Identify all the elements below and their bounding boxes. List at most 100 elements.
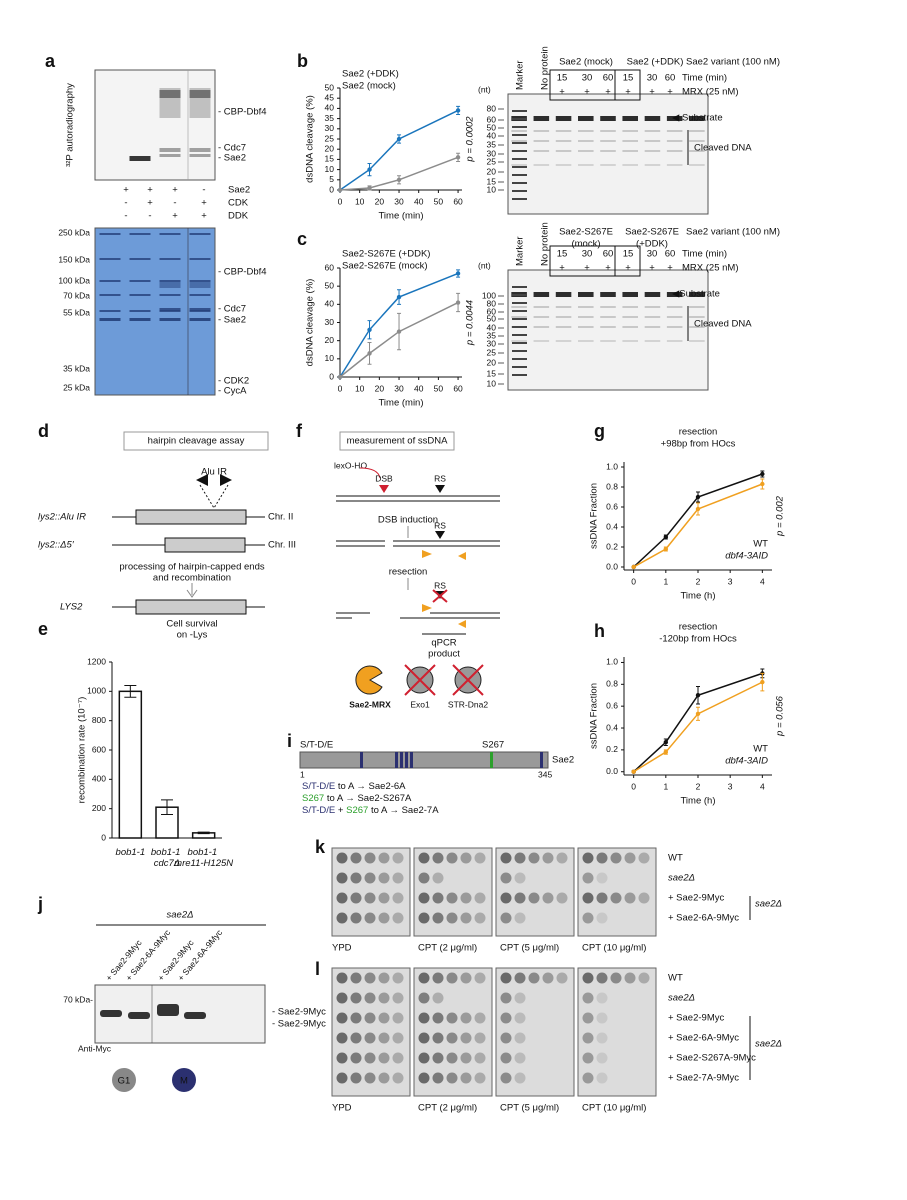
gel-band xyxy=(512,350,527,352)
gel-band xyxy=(644,292,661,297)
gel-band xyxy=(159,294,181,296)
label-line: mre11-H125N xyxy=(174,858,233,869)
gel-band xyxy=(622,150,638,152)
gel-image xyxy=(507,93,709,215)
error-bar xyxy=(124,684,137,698)
gene xyxy=(164,537,246,553)
y-tick-label: 30 xyxy=(325,123,335,133)
gel-band xyxy=(159,318,181,321)
nt-tick-label: 40 xyxy=(487,322,497,332)
part: Sae2-S267A xyxy=(357,793,412,804)
site xyxy=(490,752,493,768)
nt-tick-label: 50 xyxy=(487,313,497,323)
spot xyxy=(500,1052,512,1064)
rs-label: RS xyxy=(434,473,446,483)
spot xyxy=(528,972,540,984)
group: sae2Δ xyxy=(755,899,782,910)
gel-band xyxy=(666,316,683,318)
gel-band xyxy=(600,306,616,308)
arrow xyxy=(186,583,198,598)
gel-band xyxy=(555,164,572,166)
error-bar xyxy=(197,831,210,835)
gel-band xyxy=(511,316,527,318)
time-value: 60 xyxy=(603,249,614,260)
gel-band xyxy=(666,116,683,121)
y-tick-label: 200 xyxy=(92,803,106,813)
strain: WT xyxy=(668,973,683,984)
point xyxy=(396,177,402,182)
spot xyxy=(336,912,348,924)
panel-letter: e xyxy=(38,619,48,639)
gel-band xyxy=(689,306,705,308)
series-line xyxy=(633,681,763,773)
band-label: - Sae2-9Myc xyxy=(272,1007,326,1018)
gel-band xyxy=(600,340,616,342)
spot xyxy=(350,1072,362,1084)
gel-band xyxy=(533,130,550,132)
bar xyxy=(118,690,143,839)
strain-label: LYS2 xyxy=(60,602,83,613)
spot xyxy=(378,1072,390,1084)
label-line: cdc7Δ xyxy=(154,858,180,869)
time-value: 30 xyxy=(582,249,593,260)
condition: CPT (10 μg/ml) xyxy=(582,1103,646,1114)
title-box xyxy=(339,431,455,451)
band-label: - CDK2 xyxy=(218,376,249,387)
spot xyxy=(514,1032,526,1044)
arrow: → xyxy=(389,805,401,816)
condition: YPD xyxy=(332,943,352,954)
spot xyxy=(624,852,636,864)
spot xyxy=(596,1012,608,1024)
spot xyxy=(624,972,636,984)
gel-band xyxy=(600,116,616,121)
gel-band xyxy=(689,116,705,121)
spot xyxy=(542,892,554,904)
lane-label: Marker xyxy=(515,60,526,90)
spot xyxy=(460,1012,472,1024)
panel-letter: i xyxy=(287,731,292,751)
gel-band xyxy=(159,258,181,260)
legend-label: Sae2 (mock) xyxy=(342,81,396,92)
spot xyxy=(336,852,348,864)
protein-label: STR-Dna2 xyxy=(448,699,488,709)
spot xyxy=(474,1032,486,1044)
panel-letter: g xyxy=(594,421,605,441)
gel-band xyxy=(512,126,527,128)
pacman xyxy=(355,665,383,695)
x-tick-label: 10 xyxy=(355,196,365,206)
phase xyxy=(112,1068,136,1092)
spot xyxy=(474,1052,486,1064)
gel-band xyxy=(578,316,594,318)
spot xyxy=(378,852,390,864)
spot xyxy=(446,1072,458,1084)
spot xyxy=(500,912,512,924)
chart-subtitle: +98bp from HOcs xyxy=(661,439,736,450)
y-tick-label: 20 xyxy=(325,335,335,345)
spot xyxy=(364,1052,376,1064)
gene xyxy=(135,509,247,525)
nt-tick-label: 25 xyxy=(487,347,497,357)
error-bar xyxy=(161,799,173,816)
gel-band xyxy=(129,294,151,296)
gel-band xyxy=(99,233,121,235)
label-line: bob1-1 xyxy=(116,847,146,858)
gel-band xyxy=(533,340,550,342)
spot xyxy=(350,992,362,1004)
gel-band xyxy=(578,116,594,121)
strain: WT xyxy=(668,853,683,864)
x-tick-label: 50 xyxy=(434,196,444,206)
row-mark: + xyxy=(123,185,129,196)
spot xyxy=(500,852,512,864)
gel-band xyxy=(622,292,638,297)
spot xyxy=(596,1072,608,1084)
condition: CPT (2 μg/ml) xyxy=(418,1103,477,1114)
primer xyxy=(422,604,466,628)
gel-band xyxy=(622,306,638,308)
x-tick-label: bob1-1 mre11-H125N xyxy=(174,847,233,869)
legend-label: WT xyxy=(753,744,768,755)
spot xyxy=(582,1072,594,1084)
protein-label: Sae2 xyxy=(552,755,574,766)
y-tick-label: 1200 xyxy=(87,656,106,666)
spot xyxy=(418,1012,430,1024)
nt-tick-label: 60 xyxy=(487,114,497,124)
